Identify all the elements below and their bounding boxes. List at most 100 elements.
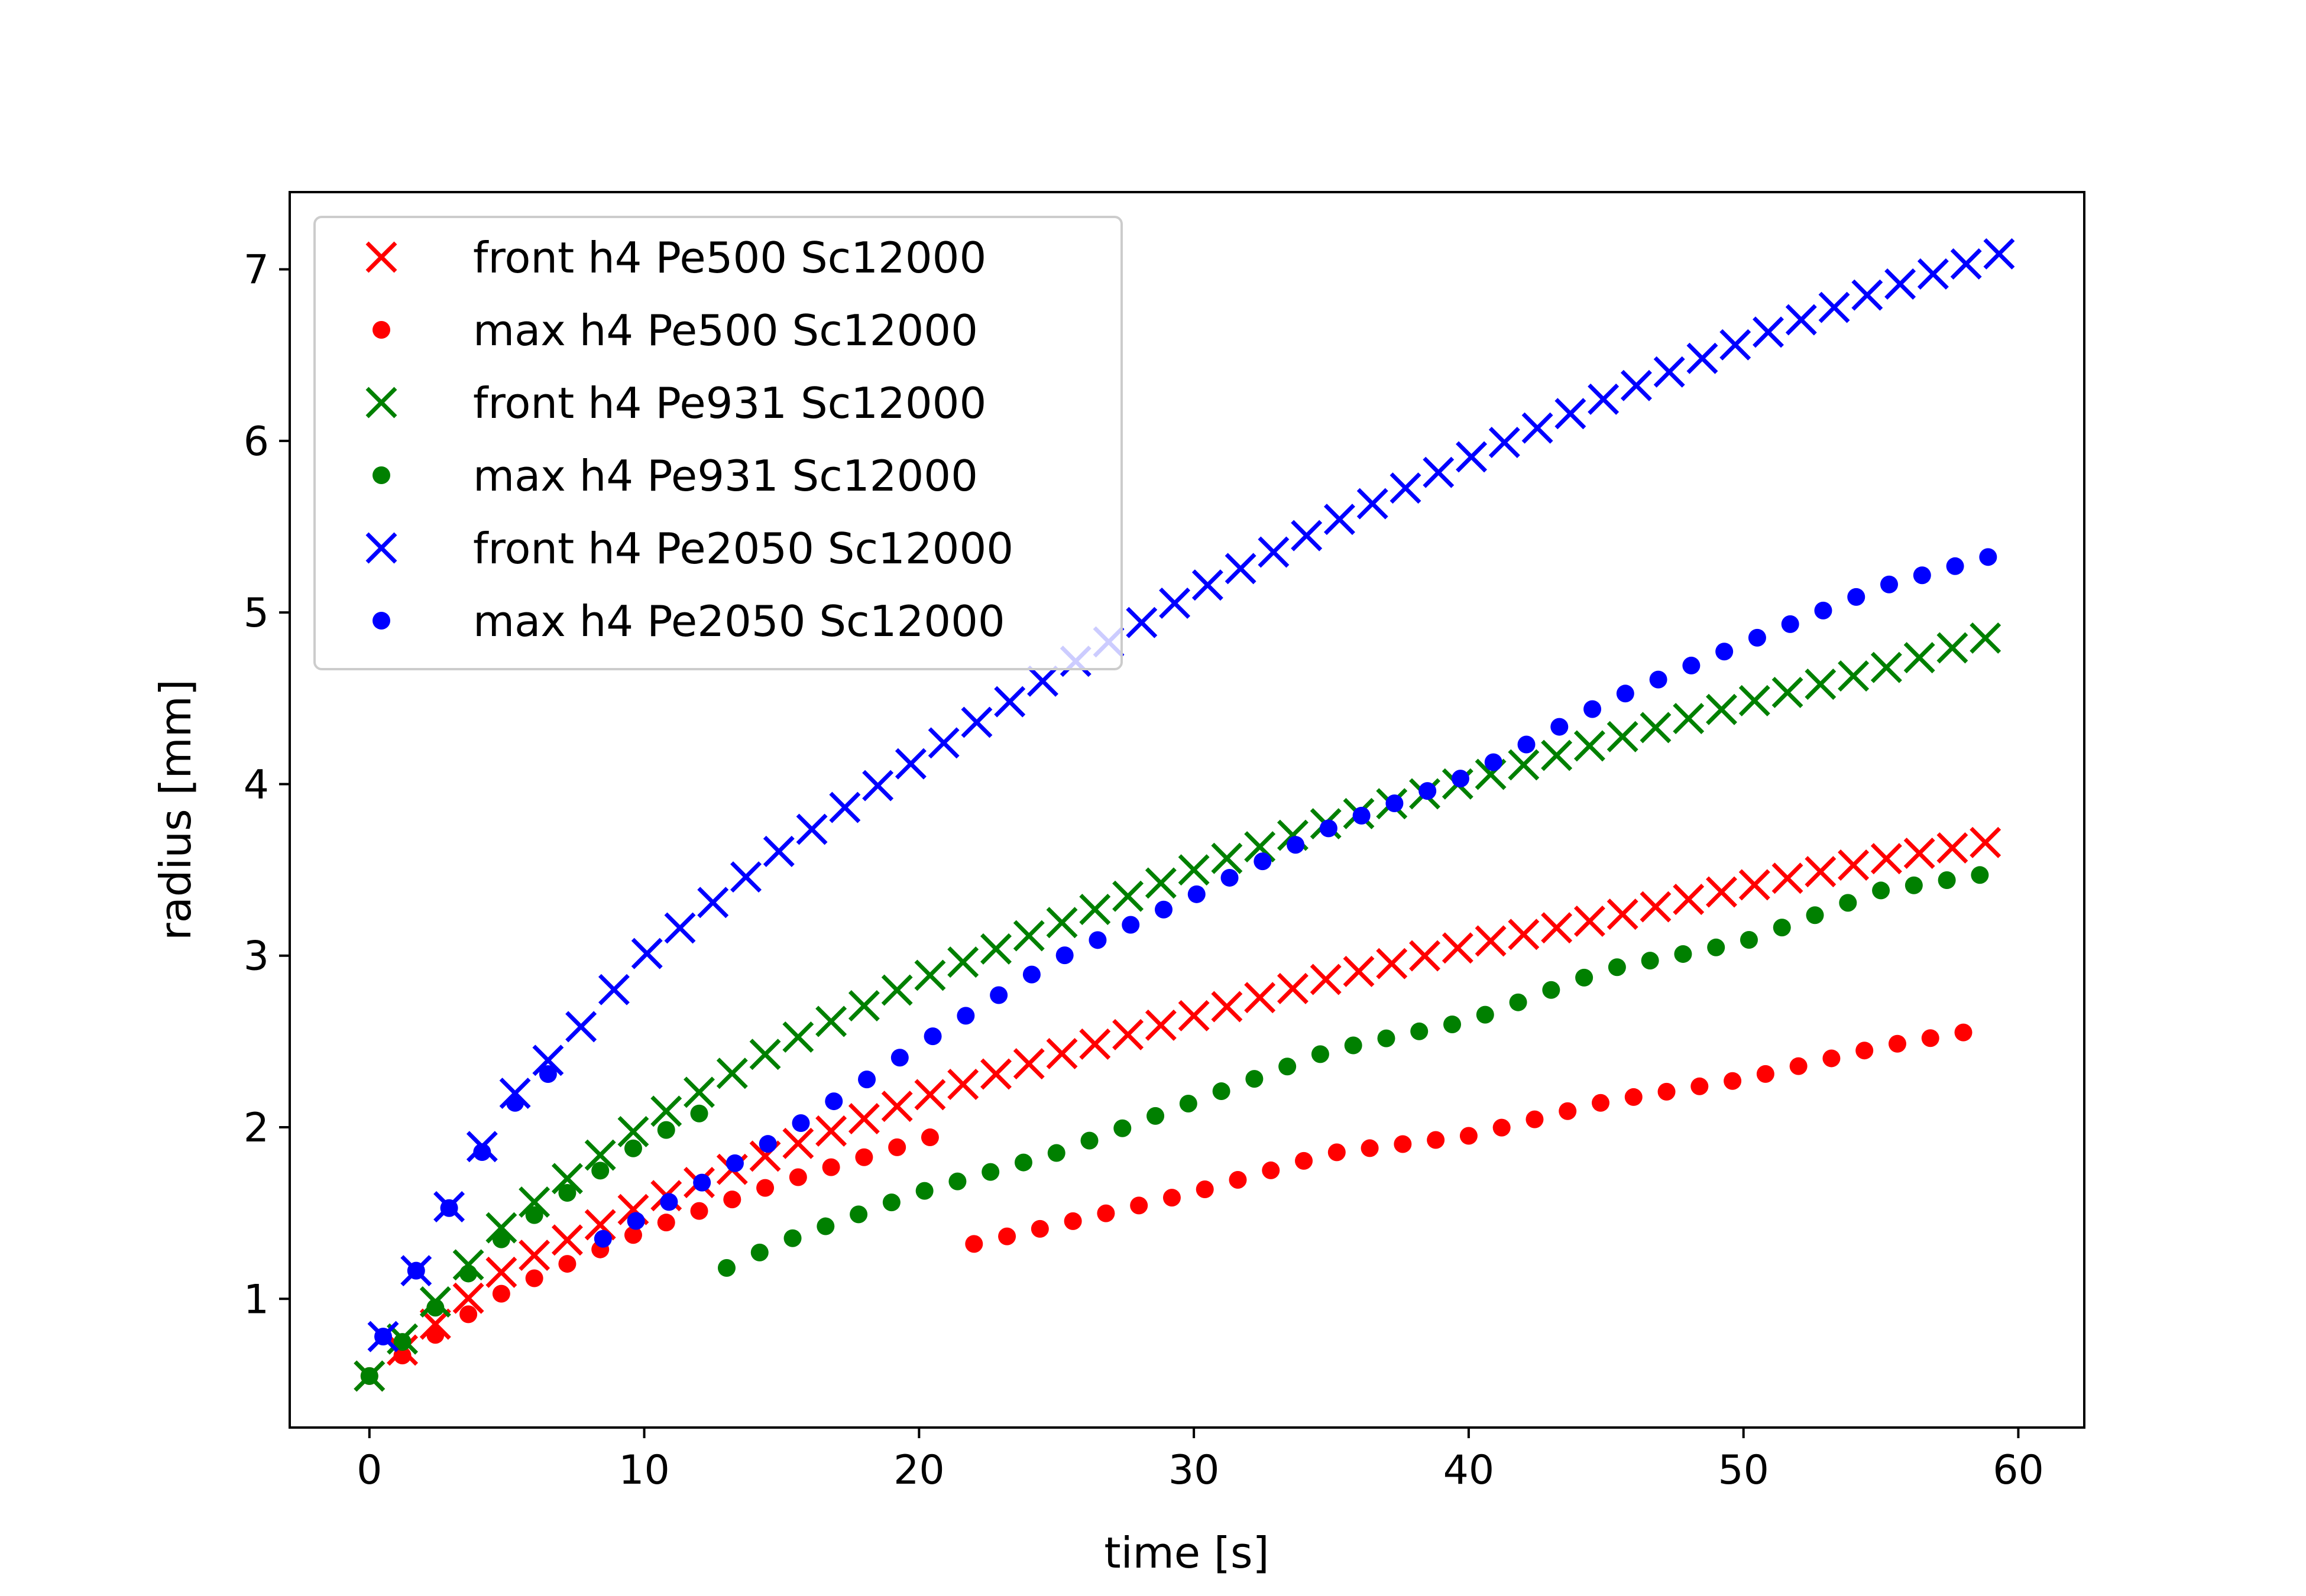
data-point xyxy=(957,1007,975,1025)
data-point xyxy=(858,1071,876,1089)
data-point xyxy=(551,1163,583,1195)
data-point xyxy=(1748,628,1766,647)
data-point xyxy=(980,933,1012,965)
data-point xyxy=(1079,1028,1111,1060)
data-point xyxy=(532,1044,564,1076)
data-point xyxy=(1880,575,1899,593)
data-point xyxy=(914,959,946,991)
data-point xyxy=(1855,1042,1874,1060)
y-tick-label: 5 xyxy=(244,590,269,637)
data-point xyxy=(1573,905,1605,937)
legend-label: front h4 Pe931 Sc12000 xyxy=(473,378,986,428)
y-tick-label: 1 xyxy=(244,1276,269,1323)
data-point xyxy=(948,1172,967,1190)
data-point xyxy=(1526,1110,1544,1128)
data-point xyxy=(558,1255,576,1273)
data-point xyxy=(750,1243,769,1261)
data-point xyxy=(1903,642,1935,674)
data-point xyxy=(1031,1219,1049,1238)
data-point xyxy=(1954,1023,1973,1042)
data-point xyxy=(1806,906,1824,924)
data-point xyxy=(1921,1029,1939,1047)
legend-label: front h4 Pe500 Sc12000 xyxy=(473,233,986,283)
x-tick-label: 30 xyxy=(1168,1447,1220,1494)
data-point xyxy=(1971,866,1989,884)
data-point xyxy=(1508,919,1540,951)
data-point xyxy=(1781,615,1799,633)
data-point xyxy=(1573,730,1605,762)
data-point xyxy=(551,1224,583,1256)
data-point xyxy=(848,1103,880,1134)
data-point xyxy=(928,727,960,759)
data-point xyxy=(1649,670,1667,689)
data-point xyxy=(723,1190,741,1209)
data-point xyxy=(1212,1082,1230,1101)
y-tick-label: 7 xyxy=(244,247,269,294)
data-point xyxy=(1814,601,1832,619)
data-point xyxy=(690,1104,708,1123)
data-point xyxy=(1211,991,1243,1023)
data-point xyxy=(1287,836,1305,854)
data-point xyxy=(1738,869,1770,901)
data-point xyxy=(730,861,762,893)
data-point xyxy=(1554,398,1586,430)
data-point xyxy=(726,1154,744,1172)
legend-marker xyxy=(373,466,390,484)
data-point xyxy=(1211,842,1243,874)
data-point xyxy=(924,1027,942,1046)
data-point xyxy=(1145,867,1177,899)
legend-marker xyxy=(373,612,390,630)
data-point xyxy=(1162,1189,1181,1207)
x-tick-label: 0 xyxy=(357,1447,382,1494)
data-point xyxy=(1884,268,1916,300)
data-point xyxy=(1653,356,1685,388)
data-point xyxy=(1112,880,1144,912)
data-point xyxy=(1291,520,1323,552)
data-point xyxy=(1905,876,1923,894)
data-point xyxy=(1509,993,1527,1011)
series-4 xyxy=(360,866,1989,1385)
data-point xyxy=(1046,907,1078,939)
data-point xyxy=(1724,1072,1742,1090)
data-point xyxy=(1027,665,1058,697)
data-point xyxy=(485,1212,517,1244)
data-point xyxy=(1427,1131,1445,1149)
data-point xyxy=(624,1226,642,1244)
data-point xyxy=(690,1202,708,1220)
data-point xyxy=(749,1039,781,1071)
data-point xyxy=(565,1011,597,1043)
x-axis-label: time [s] xyxy=(1104,1528,1269,1578)
x-tick-label: 40 xyxy=(1443,1447,1495,1494)
legend-marker xyxy=(365,387,397,419)
data-point xyxy=(822,1158,840,1176)
data-point xyxy=(1409,940,1441,972)
data-point xyxy=(1319,819,1337,838)
data-point xyxy=(1361,1139,1379,1157)
data-point xyxy=(815,1115,847,1147)
data-point xyxy=(1385,794,1404,812)
data-point xyxy=(763,835,795,867)
data-point xyxy=(1187,885,1206,903)
x-tick-label: 60 xyxy=(1993,1447,2044,1494)
data-point xyxy=(1022,965,1041,984)
data-point xyxy=(624,1139,642,1157)
data-point xyxy=(782,1021,814,1053)
data-point xyxy=(1442,932,1473,964)
data-point xyxy=(1352,806,1371,825)
data-point xyxy=(1517,735,1536,754)
y-axis: 1 2 3 4 5 6 7 xyxy=(244,247,290,1323)
data-point xyxy=(1847,588,1865,606)
data-point xyxy=(1616,685,1634,703)
data-point xyxy=(1674,945,1692,963)
data-point xyxy=(1575,968,1594,987)
data-point xyxy=(994,686,1026,718)
data-point xyxy=(817,1217,835,1235)
y-axis-label: radius [mm] xyxy=(151,679,200,940)
data-point xyxy=(558,1184,576,1202)
data-point xyxy=(1588,383,1620,415)
data-point xyxy=(789,1168,807,1186)
data-point xyxy=(594,1230,612,1248)
data-point xyxy=(1394,1135,1412,1153)
data-point xyxy=(961,706,993,738)
data-point xyxy=(1950,248,1982,280)
